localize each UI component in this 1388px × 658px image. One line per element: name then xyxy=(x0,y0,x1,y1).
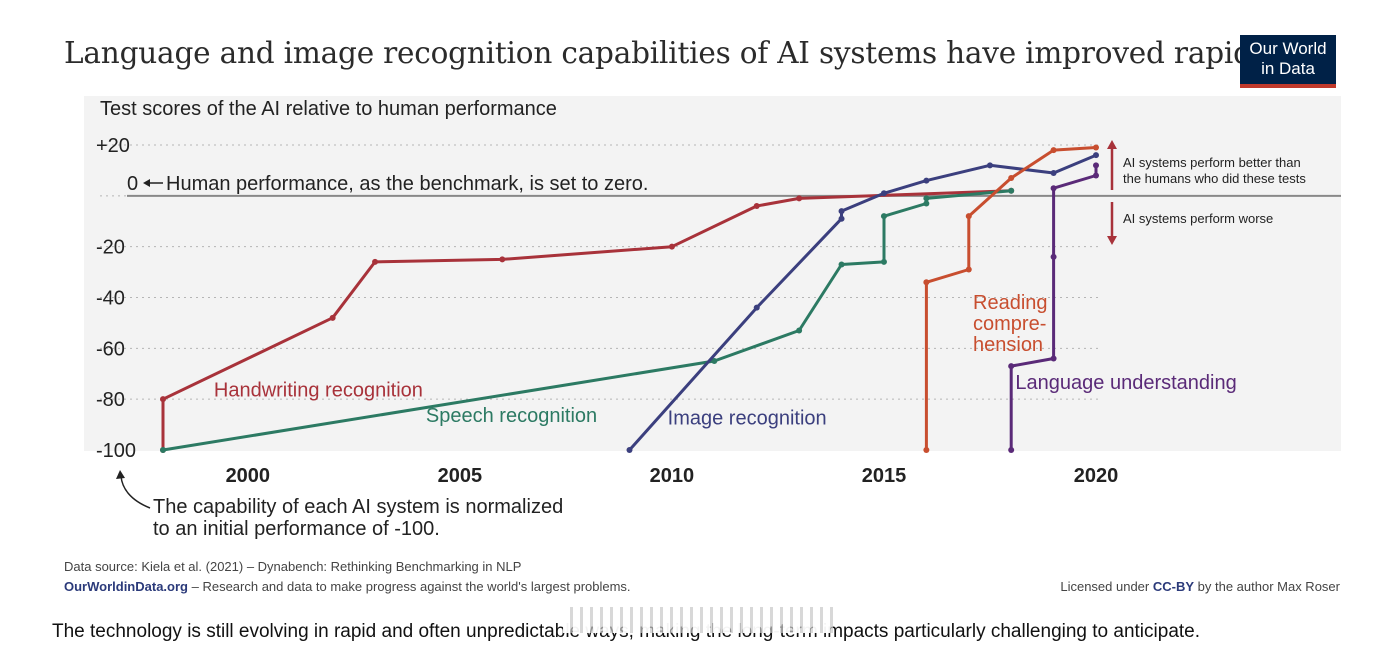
data-point xyxy=(753,203,760,209)
better-note-line-1: AI systems perform better than xyxy=(1123,155,1301,170)
data-point xyxy=(1093,152,1099,159)
data-point xyxy=(1008,175,1015,182)
x-tick-label: 2000 xyxy=(226,465,271,487)
series-label: compre- xyxy=(973,313,1046,335)
data-point xyxy=(1050,253,1057,260)
data-point xyxy=(1050,147,1057,154)
data-point xyxy=(880,213,887,220)
data-point xyxy=(711,358,718,365)
cc-by-link[interactable]: CC-BY xyxy=(1152,579,1195,594)
better-arrow-icon xyxy=(1107,140,1117,190)
data-point xyxy=(880,258,887,265)
data-point xyxy=(965,266,972,273)
owid-tagline: – Research and data to make progress aga… xyxy=(191,579,631,594)
blurred-overlay xyxy=(563,607,833,633)
data-point xyxy=(1093,172,1099,179)
y-axis-label: Test scores of the AI relative to human … xyxy=(100,98,557,120)
data-point xyxy=(329,314,336,321)
data-point xyxy=(160,396,166,403)
x-tick-label: 2005 xyxy=(438,465,483,487)
normalization-arrow-icon xyxy=(116,470,151,509)
data-point xyxy=(923,177,930,184)
y-tick-label: -40 xyxy=(96,288,125,310)
data-point xyxy=(753,304,760,311)
series-label: Handwriting recognition xyxy=(214,380,423,402)
data-point xyxy=(838,261,845,268)
data-point xyxy=(965,213,972,220)
data-point xyxy=(1008,187,1015,194)
data-point xyxy=(626,447,633,453)
data-source: Data source: Kiela et al. (2021) – Dynab… xyxy=(64,559,522,574)
series-label: Language understanding xyxy=(1015,372,1236,394)
chart-title: Language and image recognition capabilit… xyxy=(64,36,1278,70)
y-tick-label: -60 xyxy=(96,338,125,360)
owid-logo[interactable]: Our World in Data xyxy=(1240,35,1336,88)
license-text: Licensed under CC-BY by the author Max R… xyxy=(1060,579,1340,594)
logo-accent-bar xyxy=(1240,84,1336,88)
x-tick-label: 2015 xyxy=(862,465,907,487)
x-tick-label: 2010 xyxy=(650,465,695,487)
series-label: hension xyxy=(973,334,1043,356)
data-point xyxy=(499,256,506,263)
y-tick-label: -80 xyxy=(96,389,125,411)
data-point xyxy=(923,195,930,202)
data-point xyxy=(1008,363,1015,370)
data-point xyxy=(796,327,803,334)
data-point xyxy=(1050,355,1057,362)
data-point xyxy=(372,258,379,265)
data-point xyxy=(160,447,166,453)
logo-line-2: in Data xyxy=(1261,59,1315,78)
data-point xyxy=(923,200,930,207)
normalization-note-line-1: The capability of each AI system is norm… xyxy=(153,496,563,518)
y-tick-label: +20 xyxy=(96,135,130,157)
zero-arrow-icon xyxy=(143,179,163,187)
data-point xyxy=(1008,447,1015,453)
logo-line-1: Our World xyxy=(1249,39,1327,58)
zero-annotation: Human performance, as the benchmark, is … xyxy=(166,173,648,195)
data-point xyxy=(838,208,845,215)
plot-background xyxy=(84,96,1341,451)
data-point xyxy=(1093,144,1099,151)
zero-tick-label: 0 xyxy=(127,173,138,195)
x-tick-label: 2020 xyxy=(1074,465,1119,487)
license-suffix: by the author Max Roser xyxy=(1194,579,1340,594)
data-point xyxy=(668,243,675,250)
data-point xyxy=(880,190,887,197)
data-point xyxy=(1050,169,1057,176)
worse-arrow-icon xyxy=(1107,202,1117,245)
series-label: Reading xyxy=(973,292,1048,314)
normalization-note-line-2: to an initial performance of -100. xyxy=(153,518,440,540)
y-tick-label: -100 xyxy=(96,440,136,462)
series-label: Speech recognition xyxy=(426,405,597,427)
owid-site-link[interactable]: OurWorldinData.org xyxy=(64,579,188,594)
data-point xyxy=(923,447,930,453)
data-point xyxy=(838,215,845,222)
series-label: Image recognition xyxy=(668,408,827,430)
owid-credit: OurWorldinData.org – Research and data t… xyxy=(64,579,631,594)
data-point xyxy=(1093,162,1099,169)
license-prefix: Licensed under xyxy=(1060,579,1153,594)
data-point xyxy=(796,195,803,202)
data-point xyxy=(923,279,930,286)
data-point xyxy=(1050,185,1057,192)
better-note-line-2: the humans who did these tests xyxy=(1123,171,1306,186)
y-tick-label: -20 xyxy=(96,237,125,259)
data-point xyxy=(986,162,993,169)
worse-note: AI systems perform worse xyxy=(1123,211,1273,226)
